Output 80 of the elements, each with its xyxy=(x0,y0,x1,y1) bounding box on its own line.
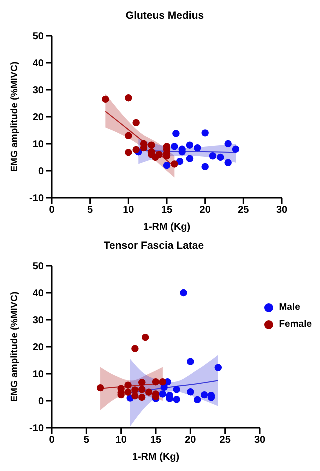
y-tick-label: -10 xyxy=(30,424,44,435)
point xyxy=(124,382,132,389)
point xyxy=(138,386,146,394)
legend-label: Male xyxy=(279,302,300,313)
y-tick-label: 0 xyxy=(38,166,44,178)
point xyxy=(152,378,160,386)
point xyxy=(172,130,180,138)
chart-title: Tensor Fascia Latae xyxy=(102,240,206,252)
point xyxy=(186,155,194,162)
point xyxy=(209,152,217,160)
point xyxy=(224,159,232,166)
y-tick-label: 50 xyxy=(32,32,44,43)
point xyxy=(138,394,146,402)
point xyxy=(124,388,132,396)
y-axis-title: EMG amplitude (%MIVC) xyxy=(9,292,20,402)
y-tick-label: 10 xyxy=(32,140,44,151)
y-tick-label: 40 xyxy=(32,288,44,300)
point xyxy=(186,142,194,149)
y-tick-label: -10 xyxy=(30,194,44,205)
x-tick-label: 30 xyxy=(254,435,266,446)
point xyxy=(145,388,153,396)
y-tick-label: 20 xyxy=(32,112,44,124)
point xyxy=(159,390,167,398)
point xyxy=(125,132,132,140)
point xyxy=(132,119,140,127)
point xyxy=(171,160,178,168)
point xyxy=(132,392,139,400)
y-tick-label: 50 xyxy=(32,262,44,273)
x-tick-label: 15 xyxy=(161,205,173,216)
point xyxy=(173,396,180,404)
point xyxy=(194,396,202,404)
x-tick-label: 15 xyxy=(150,435,162,446)
point xyxy=(132,345,139,352)
point xyxy=(202,130,209,137)
x-axis-title: 1-RM (Kg) xyxy=(143,222,191,233)
x-tick-label: 10 xyxy=(116,435,128,446)
point xyxy=(125,149,132,156)
y-tick-label: 30 xyxy=(32,316,44,327)
point xyxy=(194,144,202,152)
point xyxy=(148,142,156,149)
point xyxy=(96,384,104,392)
point xyxy=(163,162,171,170)
point xyxy=(214,364,222,372)
point xyxy=(171,143,178,150)
point xyxy=(217,154,224,162)
y-tick-label: 20 xyxy=(32,342,44,354)
point xyxy=(180,289,188,297)
point xyxy=(138,379,146,386)
chart-title: Gluteus Medius xyxy=(124,10,206,22)
point xyxy=(132,146,140,154)
point xyxy=(200,391,208,399)
x-tick-label: 30 xyxy=(276,205,288,216)
legend-label: Female xyxy=(279,319,312,330)
point xyxy=(232,146,240,153)
y-tick-label: 10 xyxy=(32,370,44,381)
x-axis-title: 1-RM (Kg) xyxy=(132,452,180,463)
point xyxy=(187,358,194,366)
x-tick-label: 20 xyxy=(185,435,197,446)
x-tick-label: 0 xyxy=(49,205,56,216)
y-tick-label: 40 xyxy=(32,58,44,70)
x-tick-label: 20 xyxy=(200,205,212,216)
point xyxy=(156,151,163,158)
x-tick-label: 5 xyxy=(84,435,90,446)
point xyxy=(102,96,110,104)
x-tick-label: 25 xyxy=(238,205,250,216)
x-tick-label: 0 xyxy=(49,435,56,446)
point xyxy=(202,163,209,171)
point xyxy=(173,386,180,394)
point xyxy=(224,140,232,148)
y-tick-label: 30 xyxy=(32,86,44,97)
point xyxy=(176,158,184,166)
y-tick-label: 0 xyxy=(38,396,44,408)
y-axis-title: EMG amplitude (%MIVC) xyxy=(9,62,20,172)
point xyxy=(187,388,194,396)
x-tick-label: 5 xyxy=(88,205,94,216)
x-tick-label: 25 xyxy=(220,435,232,446)
point xyxy=(125,94,132,102)
point xyxy=(159,378,167,386)
x-tick-label: 10 xyxy=(123,205,135,216)
point xyxy=(142,334,150,342)
